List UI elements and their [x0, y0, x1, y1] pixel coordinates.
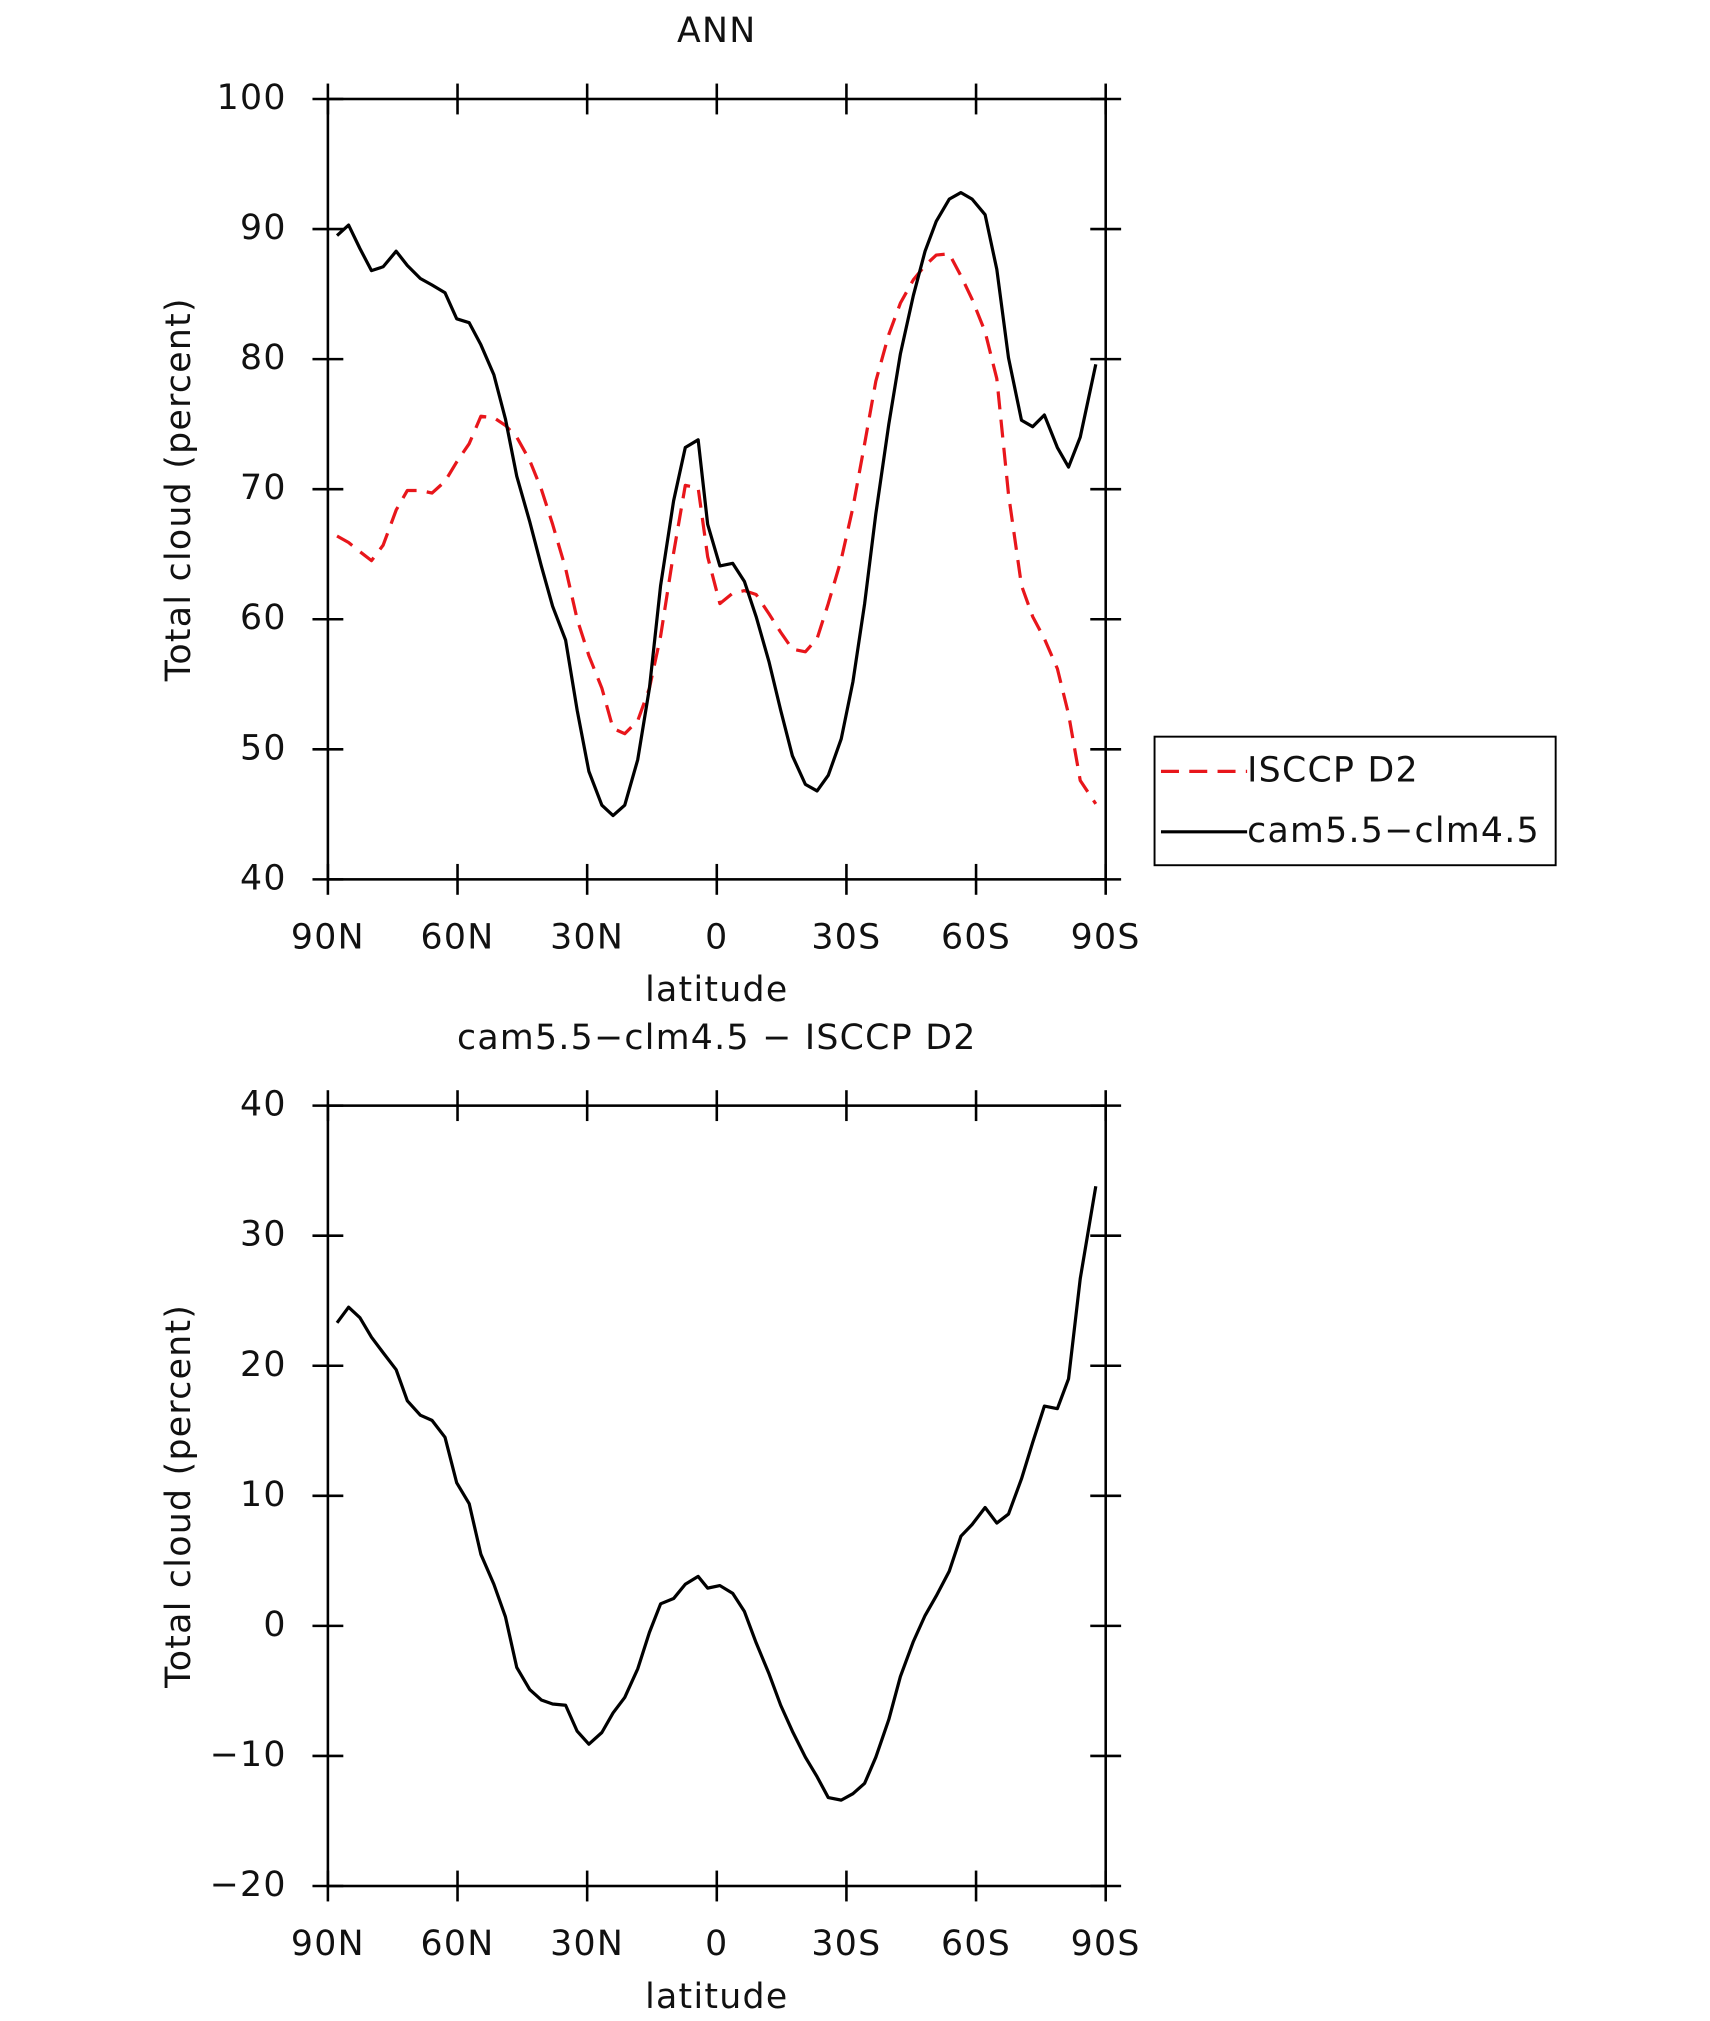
y-tick-label: −20 [210, 1865, 287, 1905]
series-line [335, 190, 1098, 818]
legend-label: cam5.5−clm4.5 [1247, 811, 1540, 851]
y-tick-label: 100 [217, 78, 287, 118]
legend-label: ISCCP D2 [1247, 750, 1419, 790]
x-tick-label: 0 [705, 1924, 728, 1964]
x-tick-label: 30S [811, 1924, 881, 1964]
y-tick-label: −10 [210, 1735, 287, 1775]
legend-box [1153, 735, 1557, 867]
x-tick-label: 90N [291, 918, 365, 958]
y-axis-label: Total cloud (percent) [159, 1304, 199, 1689]
x-axis-label: latitude [645, 1977, 788, 2017]
x-tick-label: 30N [550, 918, 624, 958]
legend: ISCCP D2 cam5.5−clm4.5 [1153, 735, 1557, 867]
x-tick-label: 90N [291, 1924, 365, 1964]
x-tick-label: 60S [941, 918, 1011, 958]
x-tick-label: 90S [1071, 1924, 1141, 1964]
plot-frame [326, 97, 1107, 881]
y-tick-label: 40 [240, 858, 287, 898]
x-tick-label: 30N [550, 1924, 624, 1964]
x-axis-label: latitude [645, 970, 788, 1010]
series-line [335, 1185, 1098, 1802]
series-line [336, 252, 1098, 805]
x-tick-label: 60N [421, 1924, 495, 1964]
x-tick-label: 0 [705, 918, 728, 958]
y-tick-label: 10 [240, 1475, 287, 1515]
y-tick-label: 0 [263, 1605, 286, 1645]
y-tick-label: 60 [240, 598, 287, 638]
x-tick-label: 30S [811, 918, 881, 958]
y-tick-label: 70 [240, 468, 287, 508]
y-tick-label: 40 [240, 1085, 287, 1125]
y-tick-label: 20 [240, 1345, 287, 1385]
x-tick-label: 90S [1071, 918, 1141, 958]
x-tick-label: 60S [941, 1924, 1011, 1964]
y-tick-label: 30 [240, 1215, 287, 1255]
y-tick-label: 50 [240, 728, 287, 768]
chart-title: ANN [677, 11, 757, 51]
y-tick-label: 90 [240, 208, 287, 248]
plot-frame [326, 1104, 1107, 1888]
x-tick-label: 60N [421, 918, 495, 958]
y-axis-label: Total cloud (percent) [159, 297, 199, 682]
y-tick-label: 80 [240, 338, 287, 378]
chart-title: cam5.5−clm4.5 − ISCCP D2 [457, 1018, 977, 1058]
